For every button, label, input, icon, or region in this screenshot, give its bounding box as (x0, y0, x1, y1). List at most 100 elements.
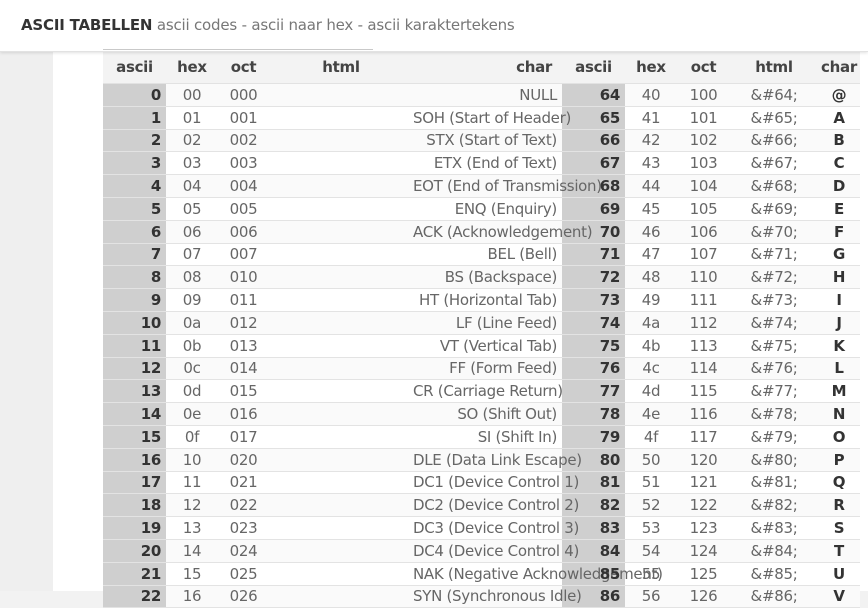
cell-oct-2: 120 (677, 448, 730, 472)
cell-oct-2: 102 (677, 129, 730, 153)
cell-decimal-2: 75 (562, 334, 625, 358)
cell-name: BEL (Bell) (413, 243, 562, 267)
cell-name: SI (Shift In) (413, 425, 562, 449)
cell-html-2: &#65; (730, 106, 818, 130)
cell-name: EOT (End of Transmission) (413, 174, 602, 198)
cell-hex-2: 4f (625, 425, 677, 449)
cell-name: SYN (Synchronous Idle) (413, 585, 582, 608)
cell-char-2: K (818, 334, 860, 358)
cell-hex: 03 (166, 151, 218, 176)
cell-oct: 016 (218, 402, 269, 426)
cell-decimal: 19 (103, 516, 166, 540)
cell-name: LF (Line Feed) (413, 311, 562, 335)
table-row: 22 16 026 SYN (Synchronous Idle) 86 56 126 &#86… (103, 585, 860, 608)
cell-hex: 16 (166, 585, 218, 608)
cell-name: ENQ (Enquiry) (413, 197, 562, 221)
cell-decimal-2: 80 (562, 448, 625, 472)
cell-hex-2: 46 (625, 220, 677, 244)
cell-hex: 13 (166, 516, 218, 540)
col-header-hex: hex (166, 51, 218, 84)
cell-html (269, 174, 413, 198)
table-body: 0 00 000 NULL 64 40 100 &#64; @1 01 001 SOH (Start … (103, 83, 860, 608)
site-title[interactable]: ASCII TABELLEN ascii codes - ascii naar … (21, 16, 515, 34)
cell-decimal: 10 (103, 311, 166, 335)
cell-hex-2: 50 (625, 448, 677, 472)
cell-hex-2: 56 (625, 585, 677, 608)
cell-oct-2: 121 (677, 471, 730, 495)
cell-char-2: H (818, 265, 860, 290)
cell-decimal-2: 83 (562, 516, 625, 540)
col-header-oct-2: oct (677, 51, 730, 84)
site-brand[interactable]: ASCII TABELLEN (21, 16, 153, 34)
cell-decimal-2: 72 (562, 265, 625, 290)
cell-decimal: 14 (103, 402, 166, 426)
table-row: 6 06 006 ACK (Acknowledgement) 70 46 106 &#70; F (103, 220, 860, 244)
table-row: 1 01 001 SOH (Start of Header) 65 41 101 &#65; A (103, 106, 860, 130)
cell-html-2: &#75; (730, 334, 818, 358)
cell-oct-2: 123 (677, 516, 730, 540)
cell-decimal-2: 85 (562, 562, 625, 586)
cell-hex: 0e (166, 402, 218, 426)
cell-oct-2: 111 (677, 288, 730, 312)
cell-name: FF (Form Feed) (413, 357, 562, 381)
table-row: 19 13 023 DC3 (Device Control 3) 83 53 123 &#83… (103, 516, 860, 540)
cell-char-2: J (818, 311, 860, 335)
cell-hex: 0f (166, 425, 218, 449)
cell-decimal: 4 (103, 174, 166, 198)
cell-char-2: C (818, 151, 860, 176)
cell-char-2: G (818, 243, 860, 267)
cell-char-2: I (818, 288, 860, 312)
cell-hex: 08 (166, 265, 218, 290)
cell-decimal: 21 (103, 562, 166, 586)
cell-oct: 025 (218, 562, 269, 586)
table-row: 14 0e 016 SO (Shift Out) 78 4e 116 &#78; N (103, 402, 860, 426)
cell-html-2: &#84; (730, 539, 818, 563)
cell-html-2: &#79; (730, 425, 818, 449)
cell-html (269, 539, 413, 563)
table-row: 21 15 025 NAK (Negative Acknowledgement) 85 5… (103, 562, 860, 586)
cell-name: ACK (Acknowledgement) (413, 220, 593, 244)
cell-char-2: O (818, 425, 860, 449)
cell-name: DC1 (Device Control 1) (413, 471, 579, 495)
cell-decimal-2: 71 (562, 243, 625, 267)
cell-html (269, 357, 413, 381)
cell-decimal-2: 79 (562, 425, 625, 449)
table-row: 11 0b 013 VT (Vertical Tab) 75 4b 113 &#75; K (103, 334, 860, 358)
cell-oct: 002 (218, 129, 269, 153)
cell-html-2: &#64; (730, 83, 818, 107)
cell-hex: 10 (166, 448, 218, 472)
ascii-table: ascii hex oct html char ascii hex oct ht… (103, 51, 860, 608)
cell-html-2: &#67; (730, 151, 818, 176)
cell-oct: 015 (218, 379, 269, 404)
cell-name: NULL (413, 83, 562, 107)
cell-hex-2: 48 (625, 265, 677, 290)
table-row: 20 14 024 DC4 (Device Control 4) 84 54 124 &#84… (103, 539, 860, 563)
cell-hex: 02 (166, 129, 218, 153)
cell-decimal-2: 70 (562, 220, 625, 244)
cell-oct-2: 125 (677, 562, 730, 586)
cell-html (269, 471, 413, 495)
cell-hex: 06 (166, 220, 218, 244)
cell-decimal-2: 77 (562, 379, 625, 404)
cell-oct-2: 112 (677, 311, 730, 335)
cell-oct: 023 (218, 516, 269, 540)
cell-hex: 0c (166, 357, 218, 381)
main-content: ascii hex oct html char ascii hex oct ht… (53, 51, 868, 608)
table-row: 18 12 022 DC2 (Device Control 2) 82 52 122 &#82… (103, 493, 860, 518)
cell-hex-2: 53 (625, 516, 677, 540)
cell-oct-2: 116 (677, 402, 730, 426)
cell-html-2: &#78; (730, 402, 818, 426)
cell-char-2: F (818, 220, 860, 244)
col-header-ascii-2: ascii (562, 51, 625, 84)
cell-char-2: U (818, 562, 860, 586)
cell-decimal-2: 73 (562, 288, 625, 312)
cell-char-2: @ (818, 83, 860, 107)
cell-char-2: P (818, 448, 860, 472)
cell-decimal-2: 67 (562, 151, 625, 176)
table-row: 9 09 011 HT (Horizontal Tab) 73 49 111 &#73; I (103, 288, 860, 312)
cell-hex: 05 (166, 197, 218, 221)
cell-hex-2: 42 (625, 129, 677, 153)
cell-oct: 021 (218, 471, 269, 495)
cell-hex: 0d (166, 379, 218, 404)
cell-oct-2: 104 (677, 174, 730, 198)
